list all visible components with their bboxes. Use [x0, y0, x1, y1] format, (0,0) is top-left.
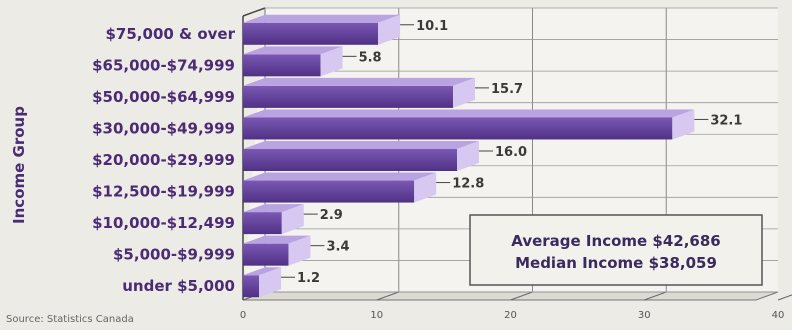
category-label-2: $50,000-$64,999: [92, 88, 235, 106]
plot-floor: [242, 291, 779, 301]
bar-0: [243, 22, 379, 45]
bar-end-6: [281, 204, 304, 235]
source-note: Source: Statistics Canada: [6, 314, 134, 325]
bar-end-5: [414, 172, 437, 203]
gridline-depth-1: [376, 291, 399, 301]
category-label-6: $10,000-$12,499: [92, 214, 235, 232]
labels-layer: 0 10 20 30 40 10.1 $75,000 & over 5.8 $65,000-$7…: [92, 19, 784, 321]
median-income-text: Median Income $38,059: [515, 254, 717, 272]
bar-end-8: [259, 267, 282, 298]
bar-end-4: [457, 141, 479, 171]
bar-end-1: [320, 46, 343, 77]
y-axis-label: Income Group: [10, 106, 28, 224]
bar-end-7: [288, 235, 311, 266]
income-summary-box: Average Income $42,686 Median Income $38…: [469, 214, 763, 286]
bar-end-0: [378, 14, 401, 45]
gridline-depth-4: [777, 294, 792, 301]
x-tick-label-0: 0: [240, 310, 246, 321]
category-label-4: $20,000-$29,999: [92, 151, 235, 169]
x-tick-label-4: 40: [772, 310, 785, 321]
value-label-8: 1.2: [297, 271, 320, 286]
value-label-1: 5.8: [359, 50, 382, 65]
value-label-4: 16.0: [495, 145, 527, 160]
category-label-5: $12,500-$19,999: [92, 183, 235, 201]
value-label-0: 10.1: [416, 19, 448, 34]
bar-end-3: [672, 109, 695, 140]
gridline-depth-3: [644, 291, 667, 301]
category-label-1: $65,000-$74,999: [92, 56, 235, 74]
x-tick-label-3: 30: [638, 310, 651, 321]
bar-top-6: [243, 204, 304, 213]
value-label-6: 2.9: [320, 208, 343, 223]
bar-top-8: [243, 267, 282, 276]
bar-2: [243, 85, 453, 108]
average-income-text: Average Income $42,686: [511, 232, 720, 250]
bar-top-7: [243, 235, 311, 244]
value-label-5: 12.8: [452, 177, 484, 192]
x-tick-label-2: 20: [504, 310, 517, 321]
value-label-3: 32.1: [710, 113, 742, 128]
bar-top-1: [243, 46, 343, 55]
gridline-depth-2: [510, 291, 533, 301]
bar-3: [243, 117, 673, 140]
bar-top-4: [243, 141, 479, 149]
bar-top-0: [243, 14, 401, 23]
y-axis-top-edge: [242, 7, 266, 17]
bar-top-5: [243, 172, 437, 181]
income-summary-border: [469, 214, 763, 286]
value-label-7: 3.4: [326, 240, 349, 255]
bars-layer: [243, 14, 695, 298]
bar-7: [243, 243, 289, 266]
value-label-2: 15.7: [491, 82, 523, 97]
bar-6: [243, 212, 282, 235]
bar-8: [243, 275, 260, 298]
bar-1: [243, 54, 321, 77]
category-label-3: $30,000-$49,999: [92, 119, 235, 137]
category-label-8: under $5,000: [122, 277, 235, 295]
x-tick-label-1: 10: [370, 310, 383, 321]
bar-4: [243, 149, 457, 171]
category-label-7: $5,000-$9,999: [113, 246, 235, 264]
bar-top-3: [243, 109, 695, 118]
category-label-0: $75,000 & over: [106, 25, 236, 43]
bar-end-2: [452, 77, 475, 108]
bar-top-2: [243, 77, 475, 86]
bar-5: [243, 180, 415, 203]
